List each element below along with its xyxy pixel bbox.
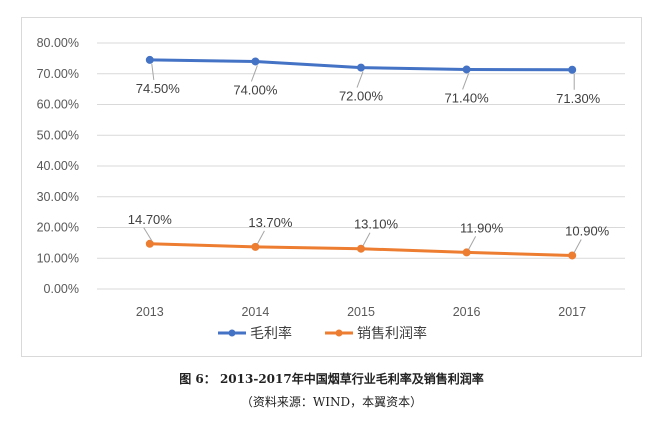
data-label: 71.40% xyxy=(445,90,490,105)
leader-line xyxy=(462,73,470,90)
data-label: 14.70% xyxy=(128,212,173,227)
data-point xyxy=(568,251,577,260)
y-tick-label: 30.00% xyxy=(37,190,79,204)
line-chart: 0.00% 10.00% 20.00% 30.00% 40.00% 50.00% 60.00… xyxy=(21,17,642,357)
data-label: 10.90% xyxy=(565,223,610,238)
leader-line xyxy=(356,71,364,88)
data-point xyxy=(462,248,471,257)
data-point xyxy=(251,57,260,66)
leader-line xyxy=(468,236,477,250)
figure-source: （资料来源：WIND，本翼资本） xyxy=(240,395,423,409)
x-tick-label: 2016 xyxy=(453,305,481,319)
y-tick-label: 40.00% xyxy=(37,159,79,173)
data-label: 71.30% xyxy=(556,91,601,106)
data-point xyxy=(251,242,260,251)
y-tick-label: 10.00% xyxy=(37,251,79,265)
data-label: 13.10% xyxy=(354,217,399,232)
data-point xyxy=(357,63,365,72)
data-point xyxy=(568,65,577,74)
leader-line xyxy=(573,239,582,253)
data-point xyxy=(145,55,154,64)
y-tick-label: 80.00% xyxy=(37,36,79,50)
data-label: 13.70% xyxy=(248,215,293,230)
leader-line xyxy=(362,232,371,246)
x-tick-label: 2015 xyxy=(347,305,375,319)
figure-caption: 图 6： 2013-2017年中国烟草行业毛利率及销售利润率 xyxy=(179,372,484,386)
legend-swatch-marker xyxy=(228,329,236,337)
y-tick-label: 60.00% xyxy=(37,98,79,112)
legend-swatch-marker xyxy=(335,329,343,337)
leader-line xyxy=(256,230,265,245)
data-point xyxy=(462,65,471,74)
data-label: 11.90% xyxy=(460,220,504,235)
x-tick-label: 2013 xyxy=(136,305,164,319)
y-tick-label: 50.00% xyxy=(37,128,79,142)
data-label: 74.50% xyxy=(136,81,181,96)
leader-line xyxy=(151,63,155,80)
data-label: 72.00% xyxy=(339,89,384,104)
y-tick-label: 0.00% xyxy=(44,282,79,296)
x-tick-label: 2017 xyxy=(558,305,586,319)
x-tick-label: 2014 xyxy=(241,305,269,319)
data-point xyxy=(357,244,365,253)
leader-line xyxy=(143,227,153,242)
chart-area: 0.00% 10.00% 20.00% 30.00% 40.00% 50.00% 60.00… xyxy=(21,17,642,357)
leader-line xyxy=(250,65,258,82)
legend-label: 销售利润率 xyxy=(357,325,427,342)
y-tick-label: 70.00% xyxy=(37,67,79,81)
data-point xyxy=(145,239,154,248)
legend-label: 毛利率 xyxy=(250,325,292,342)
data-label: 74.00% xyxy=(233,82,278,97)
y-tick-label: 20.00% xyxy=(37,221,79,235)
